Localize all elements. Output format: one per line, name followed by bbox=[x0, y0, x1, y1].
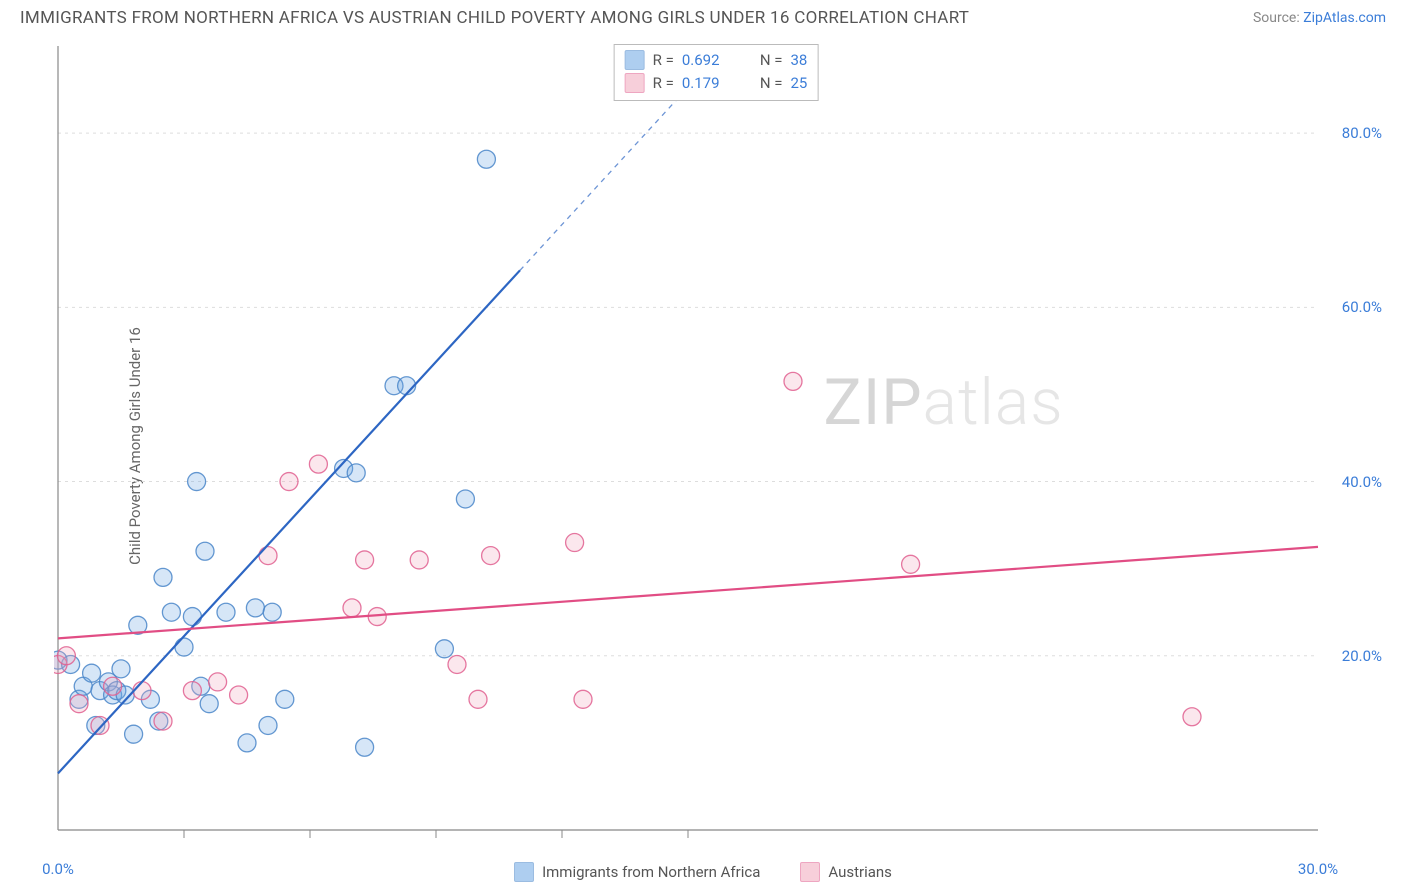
y-tick-label: 40.0% bbox=[1342, 473, 1382, 491]
bottom-legend: Immigrants from Northern Africa Austrians bbox=[0, 862, 1406, 882]
y-tick-label: 60.0% bbox=[1342, 298, 1382, 316]
y-tick-label: 80.0% bbox=[1342, 124, 1382, 142]
source: Source: ZipAtlas.com bbox=[1253, 10, 1386, 26]
stats-swatch bbox=[625, 50, 645, 70]
legend-swatch bbox=[514, 862, 534, 882]
stats-row: R =0.179N =25 bbox=[625, 72, 808, 95]
scatter-plot bbox=[54, 42, 1388, 850]
source-link[interactable]: ZipAtlas.com bbox=[1303, 10, 1386, 26]
legend-label: Austrians bbox=[828, 863, 892, 881]
chart-area: Child Poverty Among Girls Under 16 ZIPat… bbox=[44, 42, 1388, 850]
stats-swatch bbox=[625, 73, 645, 93]
legend-label: Immigrants from Northern Africa bbox=[542, 863, 760, 881]
legend-item: Austrians bbox=[800, 862, 892, 882]
source-label: Source: bbox=[1253, 10, 1300, 26]
chart-title: IMMIGRANTS FROM NORTHERN AFRICA VS AUSTR… bbox=[20, 8, 969, 28]
legend-swatch bbox=[800, 862, 820, 882]
stats-row: R =0.692N =38 bbox=[625, 49, 808, 72]
y-tick-label: 20.0% bbox=[1342, 647, 1382, 665]
stats-legend: R =0.692N =38R =0.179N =25 bbox=[614, 44, 819, 101]
legend-item: Immigrants from Northern Africa bbox=[514, 862, 760, 882]
